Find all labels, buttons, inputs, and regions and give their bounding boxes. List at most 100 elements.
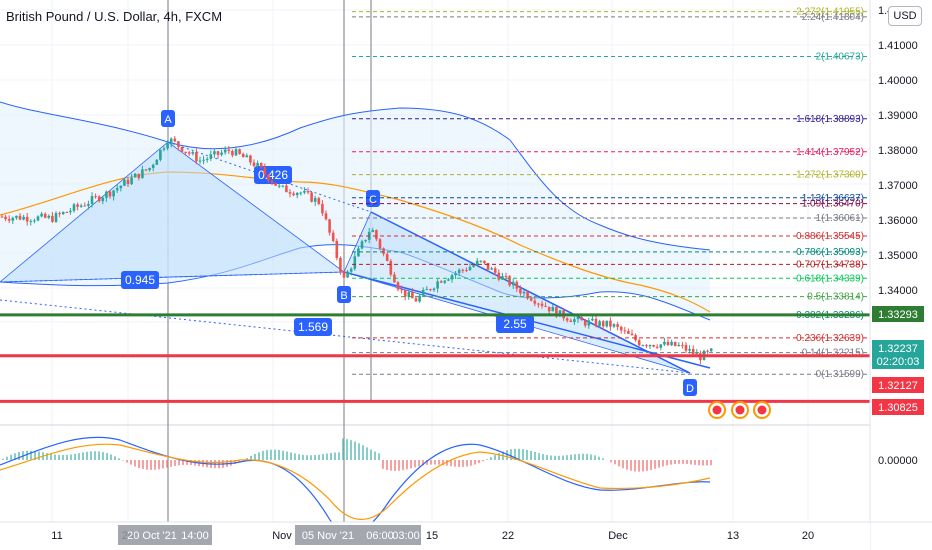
candle-body bbox=[184, 151, 187, 153]
price-tick: 1.34000 bbox=[878, 285, 918, 297]
histogram-bar bbox=[650, 460, 652, 470]
histogram-bar bbox=[538, 453, 540, 460]
histogram-bar bbox=[710, 460, 712, 466]
price-label-box bbox=[872, 377, 924, 393]
histogram-bar bbox=[550, 455, 552, 460]
candle-body bbox=[551, 307, 555, 312]
candle-body bbox=[439, 281, 443, 283]
currency-button[interactable]: USD bbox=[888, 6, 922, 26]
histogram-bar bbox=[434, 460, 436, 465]
histogram-bar bbox=[598, 456, 600, 460]
candle-body bbox=[670, 341, 673, 346]
candle-body bbox=[537, 303, 540, 305]
fib-level-label: 0.886(1.35545) bbox=[796, 231, 864, 242]
histogram-bar bbox=[438, 460, 440, 465]
candle-body bbox=[87, 203, 90, 206]
time-tick: Nov bbox=[272, 530, 292, 542]
price-tick: 1.41000 bbox=[878, 40, 918, 52]
price-label-text: 1.33293 bbox=[878, 309, 918, 321]
histogram-bar bbox=[526, 449, 528, 460]
fib-level-label: 2(1.40673) bbox=[816, 51, 864, 62]
histogram-bar bbox=[422, 460, 424, 466]
economic-events[interactable] bbox=[708, 401, 771, 419]
histogram-bar bbox=[254, 453, 256, 460]
fibonacci-levels[interactable]: 2.272(1.41955)2.24(1.41804) 2(1.40673) 1.6… bbox=[352, 7, 868, 381]
histogram-bar bbox=[6, 456, 8, 460]
candle-body bbox=[281, 185, 285, 187]
pattern-point-box bbox=[683, 379, 697, 396]
histogram-bar bbox=[686, 460, 688, 465]
candle-body bbox=[659, 344, 663, 348]
candle-body bbox=[292, 193, 295, 196]
candle-body bbox=[645, 345, 648, 347]
histogram-bar bbox=[554, 455, 556, 460]
histogram-bar bbox=[418, 460, 420, 467]
candle-body bbox=[295, 192, 299, 196]
fib-level-label: 2.272(1.41955) bbox=[796, 7, 864, 18]
candle-body bbox=[205, 158, 209, 160]
candle-body bbox=[241, 153, 245, 158]
candle-body bbox=[655, 346, 659, 348]
time-cursor-label: 03:00 bbox=[392, 530, 420, 542]
histogram-bar bbox=[150, 460, 152, 470]
candle-body bbox=[119, 185, 123, 189]
candle-body bbox=[58, 213, 61, 215]
histogram-bar bbox=[370, 449, 372, 460]
histogram-bar bbox=[490, 457, 492, 460]
candle-body bbox=[223, 149, 227, 153]
histogram-bar bbox=[50, 453, 52, 460]
candle-body bbox=[15, 215, 18, 218]
histogram-bar bbox=[590, 454, 592, 460]
candle-body bbox=[51, 215, 54, 222]
histogram-bar bbox=[34, 450, 36, 460]
candle-body bbox=[691, 349, 695, 355]
candle-body bbox=[508, 276, 511, 286]
candle-body bbox=[468, 266, 472, 271]
candle-body bbox=[213, 151, 216, 155]
candle-body bbox=[151, 164, 155, 168]
histogram-bar bbox=[658, 460, 660, 468]
histogram-bar bbox=[366, 447, 368, 460]
histogram-bar bbox=[358, 443, 360, 460]
candle-body bbox=[587, 320, 591, 326]
histogram-bar bbox=[638, 460, 640, 472]
price-axis[interactable]: 1.420001.410001.400001.390001.380001.370… bbox=[869, 0, 932, 550]
histogram-bar bbox=[670, 460, 672, 465]
histogram-bar bbox=[70, 454, 72, 460]
horizontal-levels[interactable] bbox=[0, 313, 870, 403]
candle-body bbox=[461, 269, 465, 271]
candle-body bbox=[436, 281, 439, 289]
candle-body bbox=[378, 239, 382, 249]
candle-body bbox=[256, 163, 259, 166]
candle-body bbox=[123, 179, 126, 186]
fib-level-label: 0.786(1.35093) bbox=[796, 247, 864, 258]
candle-body bbox=[483, 260, 486, 263]
candle-body bbox=[195, 152, 198, 162]
candle-body bbox=[133, 173, 137, 178]
candle-body bbox=[155, 159, 159, 165]
candle-body bbox=[346, 271, 349, 278]
pattern-point-label: B bbox=[340, 290, 347, 302]
candle-body bbox=[112, 190, 115, 197]
histogram-bar bbox=[586, 453, 588, 460]
histogram-bar bbox=[102, 452, 104, 460]
candle-body bbox=[166, 143, 169, 149]
histogram-bar bbox=[326, 453, 328, 460]
candle-body bbox=[130, 177, 133, 185]
histogram-bar bbox=[390, 460, 392, 471]
candle-body bbox=[65, 211, 69, 213]
candle-body bbox=[234, 149, 238, 156]
histogram-bar bbox=[266, 450, 268, 460]
fib-level-label: 2.24(1.41804) bbox=[802, 12, 864, 23]
price-label-box bbox=[872, 340, 924, 356]
candle-body bbox=[274, 182, 277, 186]
time-tick: 11 bbox=[51, 530, 62, 542]
histogram-bar bbox=[302, 454, 304, 460]
candle-body bbox=[328, 219, 331, 233]
histogram-bar bbox=[178, 460, 180, 466]
candle-body bbox=[447, 279, 450, 281]
histogram-bar bbox=[442, 460, 444, 466]
price-tick: 1.38000 bbox=[878, 145, 918, 157]
